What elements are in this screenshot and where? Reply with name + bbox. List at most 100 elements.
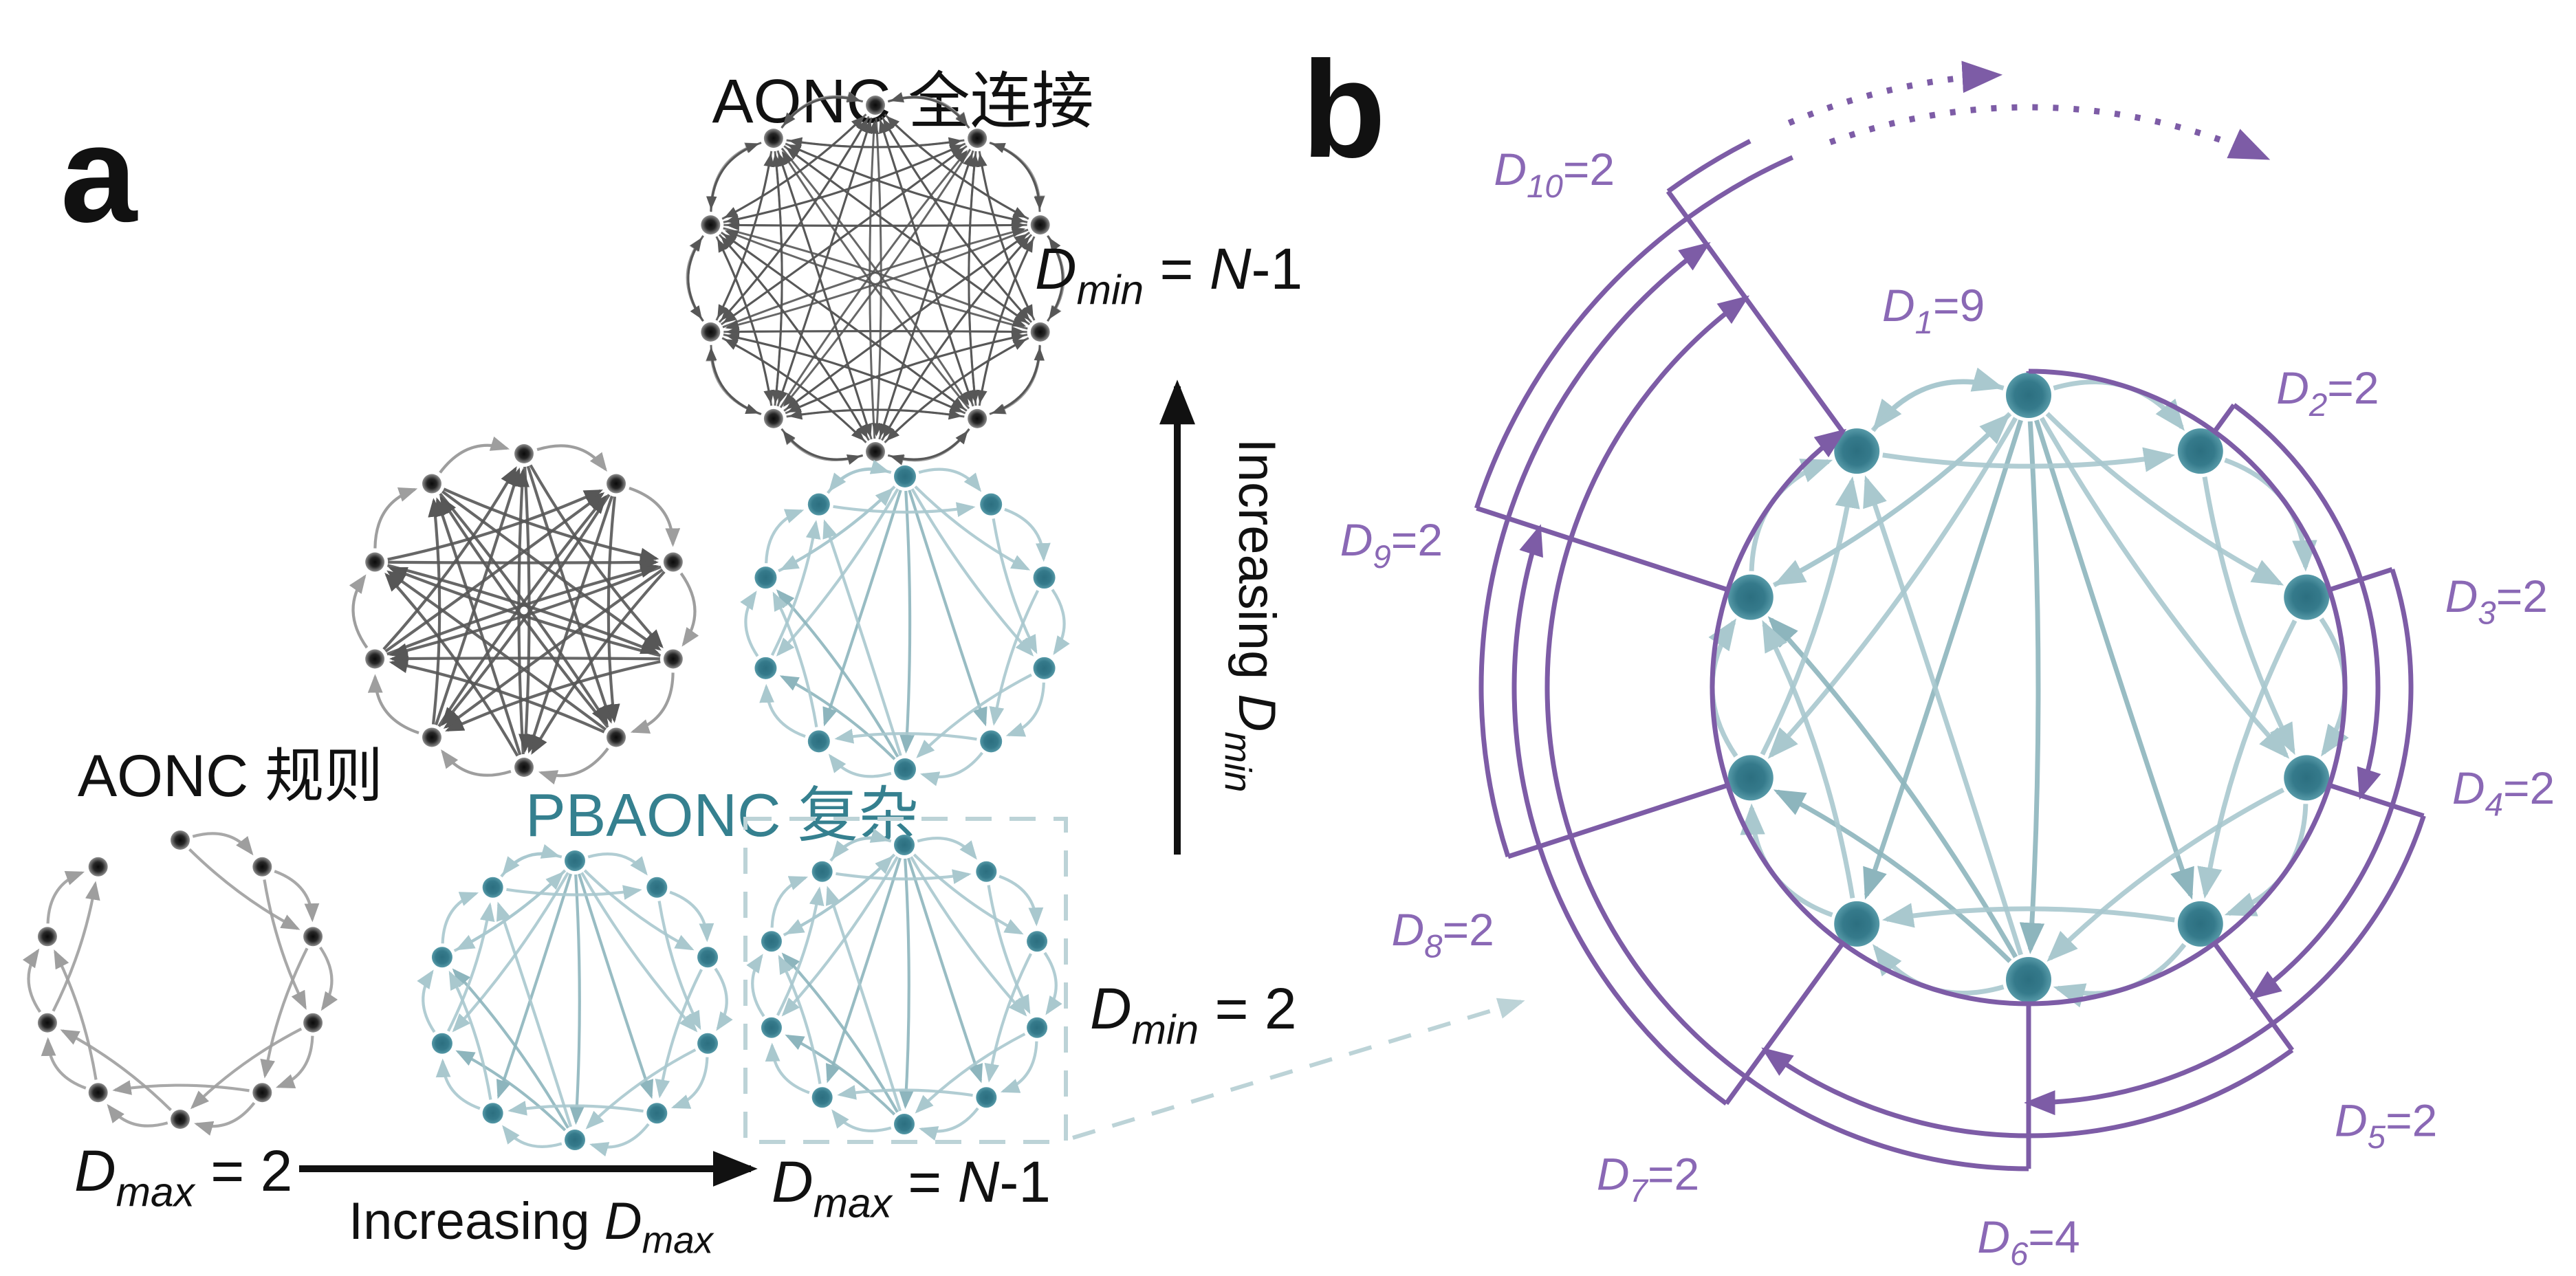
network-edge: [54, 949, 98, 1080]
degree-label-d4: D4=2: [2452, 762, 2555, 824]
network-edge: [725, 228, 1029, 330]
network-edge: [781, 92, 861, 129]
network-edge: [388, 566, 661, 657]
network-edge: [915, 1033, 1026, 1114]
network-edge: [2034, 419, 2194, 900]
network-edge: [455, 869, 567, 951]
degree-label-d5: D5=2: [2335, 1094, 2437, 1156]
network-edge: [899, 858, 914, 1110]
network-node: [565, 1130, 585, 1150]
network-edge: [715, 236, 774, 404]
network-aonc-regular: [349, 436, 699, 785]
network-edge: [417, 969, 436, 1033]
network-edge: [916, 673, 1032, 758]
network-edge: [1005, 682, 1045, 737]
network-edge: [389, 651, 660, 666]
rim-arrow: [538, 747, 609, 785]
network-edge: [920, 751, 983, 786]
network-edge: [275, 1035, 314, 1089]
network-edge: [778, 487, 894, 573]
degree-tick: [1476, 505, 1730, 593]
network-edge: [833, 502, 976, 517]
rim-arrow: [891, 429, 970, 466]
network-edge: [913, 853, 1024, 935]
network-node: [1834, 901, 1880, 947]
network-edge: [1043, 952, 1062, 1015]
network-edge: [274, 870, 320, 923]
network-node: [1027, 931, 1048, 952]
network-edge: [890, 428, 970, 465]
network-node: [807, 493, 830, 516]
network-edge: [585, 1048, 697, 1130]
network-edge: [899, 490, 915, 754]
network-edge: [825, 857, 902, 1084]
network-edge: [978, 238, 1034, 406]
network-edge: [1004, 507, 1051, 562]
network-edge: [706, 142, 762, 210]
network-node: [763, 129, 783, 148]
network-edge: [455, 1050, 567, 1132]
network-node: [514, 444, 534, 463]
network-edge: [1000, 1041, 1038, 1093]
network-node: [2177, 901, 2223, 947]
network-edge: [2046, 787, 2285, 962]
network-node: [811, 1087, 833, 1108]
network-edge: [984, 953, 1032, 1083]
network-edge: [720, 231, 965, 410]
network-edge: [2019, 421, 2045, 954]
network-node: [252, 857, 272, 877]
network-node: [1030, 322, 1050, 342]
network-edge: [772, 591, 818, 727]
rim-arrow: [536, 444, 607, 472]
network-node: [37, 927, 57, 947]
network-edge: [435, 467, 521, 726]
panel-b-letter: b: [1302, 33, 1386, 186]
network-edge: [746, 954, 765, 1018]
rim-arrow: [783, 431, 863, 461]
dashed-selection-box: [743, 817, 1068, 1144]
network-edge: [779, 150, 968, 408]
network-edge: [1870, 367, 2005, 432]
network-node: [422, 474, 441, 494]
network-edge: [783, 855, 894, 936]
network-edge: [387, 564, 660, 654]
degree-tick: [1666, 190, 1846, 434]
network-node: [482, 1103, 503, 1124]
network-edge: [783, 430, 864, 461]
network-edge: [2197, 619, 2297, 899]
network-node: [422, 727, 441, 747]
network-edge: [998, 874, 1044, 927]
network-node: [976, 1087, 997, 1108]
network-edge: [587, 852, 648, 876]
network-edge: [441, 490, 662, 651]
network-edge: [989, 346, 1045, 415]
network-edge: [906, 857, 983, 1084]
network-edge: [447, 902, 495, 1032]
network-pbaonc-large: [1708, 367, 2349, 1008]
rim-arrow: [439, 436, 510, 474]
network-edge: [502, 1125, 563, 1148]
network-node: [894, 465, 916, 487]
network-edge: [918, 468, 982, 492]
network-edge: [724, 230, 1028, 330]
network-edge: [439, 492, 609, 725]
network-edge: [771, 151, 783, 404]
network-edge: [577, 873, 654, 1099]
network-edge: [526, 465, 613, 724]
network-edge: [886, 116, 1029, 220]
network-edge: [496, 901, 573, 1128]
network-edge: [389, 565, 662, 658]
network-edge: [759, 683, 806, 738]
network-node: [607, 474, 626, 494]
rim-arrow: [367, 674, 419, 735]
network-edge: [987, 885, 1031, 1015]
degree-label-d6: D6=4: [1977, 1211, 2080, 1273]
network-node: [171, 830, 190, 850]
network-node: [365, 649, 385, 669]
rim-arrow: [706, 347, 761, 415]
network-pbaonc-boxed: [746, 828, 1062, 1141]
network-edge: [435, 497, 522, 756]
network-edge: [670, 1057, 709, 1109]
degree-label-d2: D2=2: [2276, 362, 2379, 424]
rim-arrow: [349, 574, 369, 649]
